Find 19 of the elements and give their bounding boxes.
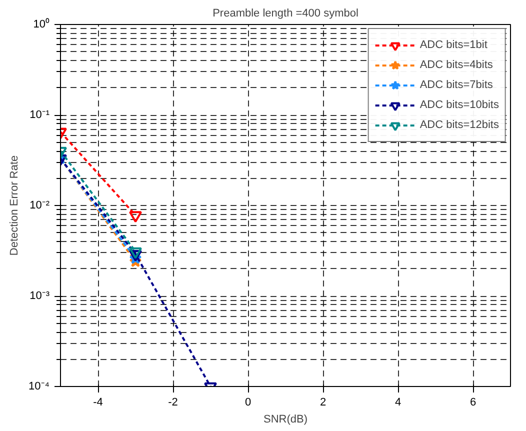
legend-label: ADC bits=1bit: [420, 39, 488, 51]
x-tick-label: 4: [394, 396, 402, 408]
y-tick-label: 10⁻¹: [30, 109, 50, 121]
x-tick-label: -4: [93, 396, 103, 408]
y-tick-label: 10⁻³: [30, 290, 50, 302]
x-tick-label: 6: [470, 396, 476, 408]
y-axis-title: Detection Error Rate: [8, 155, 21, 256]
y-tick-label: 10⁻⁴: [28, 380, 50, 392]
x-tick-label: -2: [168, 396, 178, 408]
y-tick-label: 10⁻²: [30, 200, 50, 212]
y-tick-label: 10⁰: [33, 18, 50, 30]
legend-label: ADC bits=12bits: [420, 119, 499, 131]
x-tick-label: 2: [320, 396, 326, 408]
x-tick-label: 0: [244, 396, 252, 408]
x-axis-title: SNR(dB): [263, 414, 308, 426]
legend-label: ADC bits=7bits: [420, 79, 493, 91]
chart-title: Preamble length =400 symbol: [212, 8, 358, 20]
legend-label: ADC bits=10bits: [420, 99, 499, 111]
legend-label: ADC bits=4bits: [420, 59, 493, 71]
